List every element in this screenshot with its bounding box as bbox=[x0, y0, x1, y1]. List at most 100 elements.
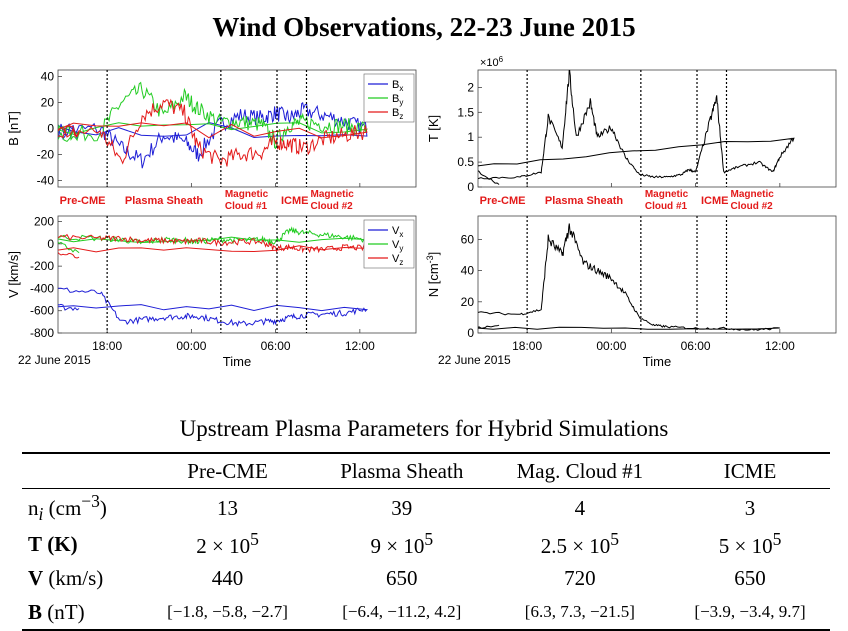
legend-entry-subscript: z bbox=[399, 258, 403, 267]
row-label: B (nT) bbox=[22, 595, 142, 631]
region-label: Magnetic bbox=[645, 189, 689, 200]
y-tick-label: 1.5 bbox=[457, 105, 474, 119]
table-cell: 650 bbox=[734, 565, 766, 590]
legend-entry-subscript: x bbox=[399, 230, 403, 239]
series-line-By bbox=[58, 81, 368, 150]
plot-frame bbox=[477, 69, 837, 188]
series-line-N bbox=[478, 223, 780, 331]
y-tick-label: 20 bbox=[41, 96, 55, 110]
x-tick-label: 12:00 bbox=[345, 339, 375, 353]
y-tick-label: 0.5 bbox=[457, 155, 474, 169]
x-tick-label: 06:00 bbox=[681, 339, 711, 353]
y-axis-label-end: ] bbox=[426, 252, 441, 256]
x-tick-label: 18:00 bbox=[92, 339, 122, 353]
region-label: Cloud #2 bbox=[730, 201, 773, 212]
y-tick-label: 200 bbox=[34, 215, 54, 229]
y-tick-label: 0 bbox=[467, 180, 474, 194]
plot-frame bbox=[57, 215, 417, 334]
table-header-corner bbox=[22, 452, 142, 489]
figure-title: Wind Observations, 22-23 June 2015 bbox=[212, 12, 635, 42]
table-title: Upstream Plasma Parameters for Hybrid Si… bbox=[179, 416, 669, 441]
table-cell: [6.3, 7.3, −21.5] bbox=[489, 595, 671, 631]
region-label: Plasma Sheath bbox=[125, 195, 204, 207]
x-axis-label: Time bbox=[643, 354, 671, 369]
table-cell: 5 × 105 bbox=[718, 529, 782, 559]
table-cell: 3 bbox=[744, 495, 756, 520]
y-tick-label: 0 bbox=[467, 326, 474, 340]
region-label: ICME bbox=[281, 195, 309, 207]
x-axis-label: Time bbox=[223, 354, 251, 369]
legend-entry: Vz bbox=[392, 253, 403, 267]
series-line-Bx bbox=[58, 101, 368, 169]
y-axis-label: T [K] bbox=[426, 115, 441, 142]
region-label: Pre-CME bbox=[60, 195, 106, 207]
column-header: Plasma Sheath bbox=[313, 452, 490, 489]
legend-entry: Bx bbox=[392, 79, 403, 93]
table-row-density: ni (cm−3) 13 39 4 3 bbox=[22, 489, 830, 528]
legend-entry-subscript: z bbox=[399, 112, 403, 121]
table-row-velocity: V (km/s) 440 650 720 650 bbox=[22, 561, 830, 595]
table-header-row: Pre-CME Plasma Sheath Mag. Cloud #1 ICME bbox=[22, 452, 830, 489]
x-tick-label: 18:00 bbox=[512, 339, 542, 353]
y-tick-label: 40 bbox=[41, 70, 55, 84]
region-label: Magnetic bbox=[730, 189, 774, 200]
series-line-Bz bbox=[58, 98, 368, 167]
y-tick-label: 0 bbox=[47, 237, 54, 251]
column-header: Pre-CME bbox=[141, 452, 314, 489]
scale-note-exponent: 6 bbox=[499, 55, 504, 64]
table-cell: [−1.8, −5.8, −2.7] bbox=[141, 595, 314, 631]
date-label: 22 June 2015 bbox=[18, 353, 91, 367]
y-axis-label-exponent: -3 bbox=[425, 255, 435, 263]
region-label: Plasma Sheath bbox=[545, 195, 624, 207]
y-tick-label: 60 bbox=[461, 232, 475, 246]
y-tick-label: -400 bbox=[30, 281, 54, 295]
table-cell: 9 × 105 bbox=[370, 529, 434, 559]
row-label: T (K) bbox=[28, 531, 78, 556]
table-cell: 13 bbox=[217, 495, 239, 520]
table-cell: 650 bbox=[386, 565, 418, 590]
y-tick-label: 0 bbox=[47, 122, 54, 136]
y-axis-label: B [nT] bbox=[6, 111, 21, 146]
region-label: Pre-CME bbox=[480, 195, 526, 207]
table-cell: [−3.9, −3.4, 9.7] bbox=[670, 595, 830, 631]
legend-entry: Bz bbox=[392, 107, 403, 121]
y-tick-label: 40 bbox=[461, 264, 475, 278]
column-header: ICME bbox=[670, 452, 830, 489]
x-tick-label: 00:00 bbox=[176, 339, 206, 353]
table-row-temperature: T (K) 2 × 105 9 × 105 2.5 × 105 5 × 105 bbox=[22, 527, 830, 561]
x-tick-label: 06:00 bbox=[261, 339, 291, 353]
table-cell: 2 × 105 bbox=[196, 529, 259, 559]
row-label: ni (cm−3) bbox=[28, 491, 107, 525]
legend-entry: Vx bbox=[392, 225, 403, 239]
series-line-Vx bbox=[58, 287, 368, 328]
column-header: Mag. Cloud #1 bbox=[489, 452, 671, 489]
y-tick-label: -20 bbox=[37, 148, 55, 162]
y-tick-label: 2 bbox=[467, 80, 474, 94]
table-cell: 720 bbox=[564, 565, 596, 590]
table-cell: [−6.4, −11.2, 4.2] bbox=[313, 595, 490, 631]
legend-entry-subscript: y bbox=[399, 244, 403, 253]
region-label: ICME bbox=[701, 195, 729, 207]
region-label: Magnetic bbox=[225, 189, 269, 200]
row-label: V (km/s) bbox=[28, 565, 104, 590]
y-axis-label: N [cm-3] bbox=[425, 252, 441, 298]
region-label: Cloud #1 bbox=[645, 201, 688, 212]
y-tick-label: 1 bbox=[467, 130, 474, 144]
region-label: Cloud #2 bbox=[310, 201, 353, 212]
plot-frame bbox=[477, 215, 837, 334]
table-row-magnetic-field: B (nT) [−1.8, −5.8, −2.7] [−6.4, −11.2, … bbox=[22, 595, 830, 631]
y-axis-label: V [km/s] bbox=[6, 251, 21, 298]
region-label: Magnetic bbox=[310, 189, 354, 200]
scale-note: ×106 bbox=[480, 55, 504, 69]
region-label: Cloud #1 bbox=[225, 201, 268, 212]
legend-entry: Vy bbox=[392, 239, 403, 253]
y-tick-label: -40 bbox=[37, 174, 55, 188]
panel-T: 2 1.5 1 0.5 0 T [K] ×106 bbox=[426, 55, 837, 194]
parameters-table: Pre-CME Plasma Sheath Mag. Cloud #1 ICME… bbox=[22, 452, 830, 631]
panel-N: 60 40 20 0 N [cm-3] bbox=[425, 215, 837, 340]
y-tick-label: 20 bbox=[461, 295, 475, 309]
series-line-Vz bbox=[58, 233, 367, 259]
